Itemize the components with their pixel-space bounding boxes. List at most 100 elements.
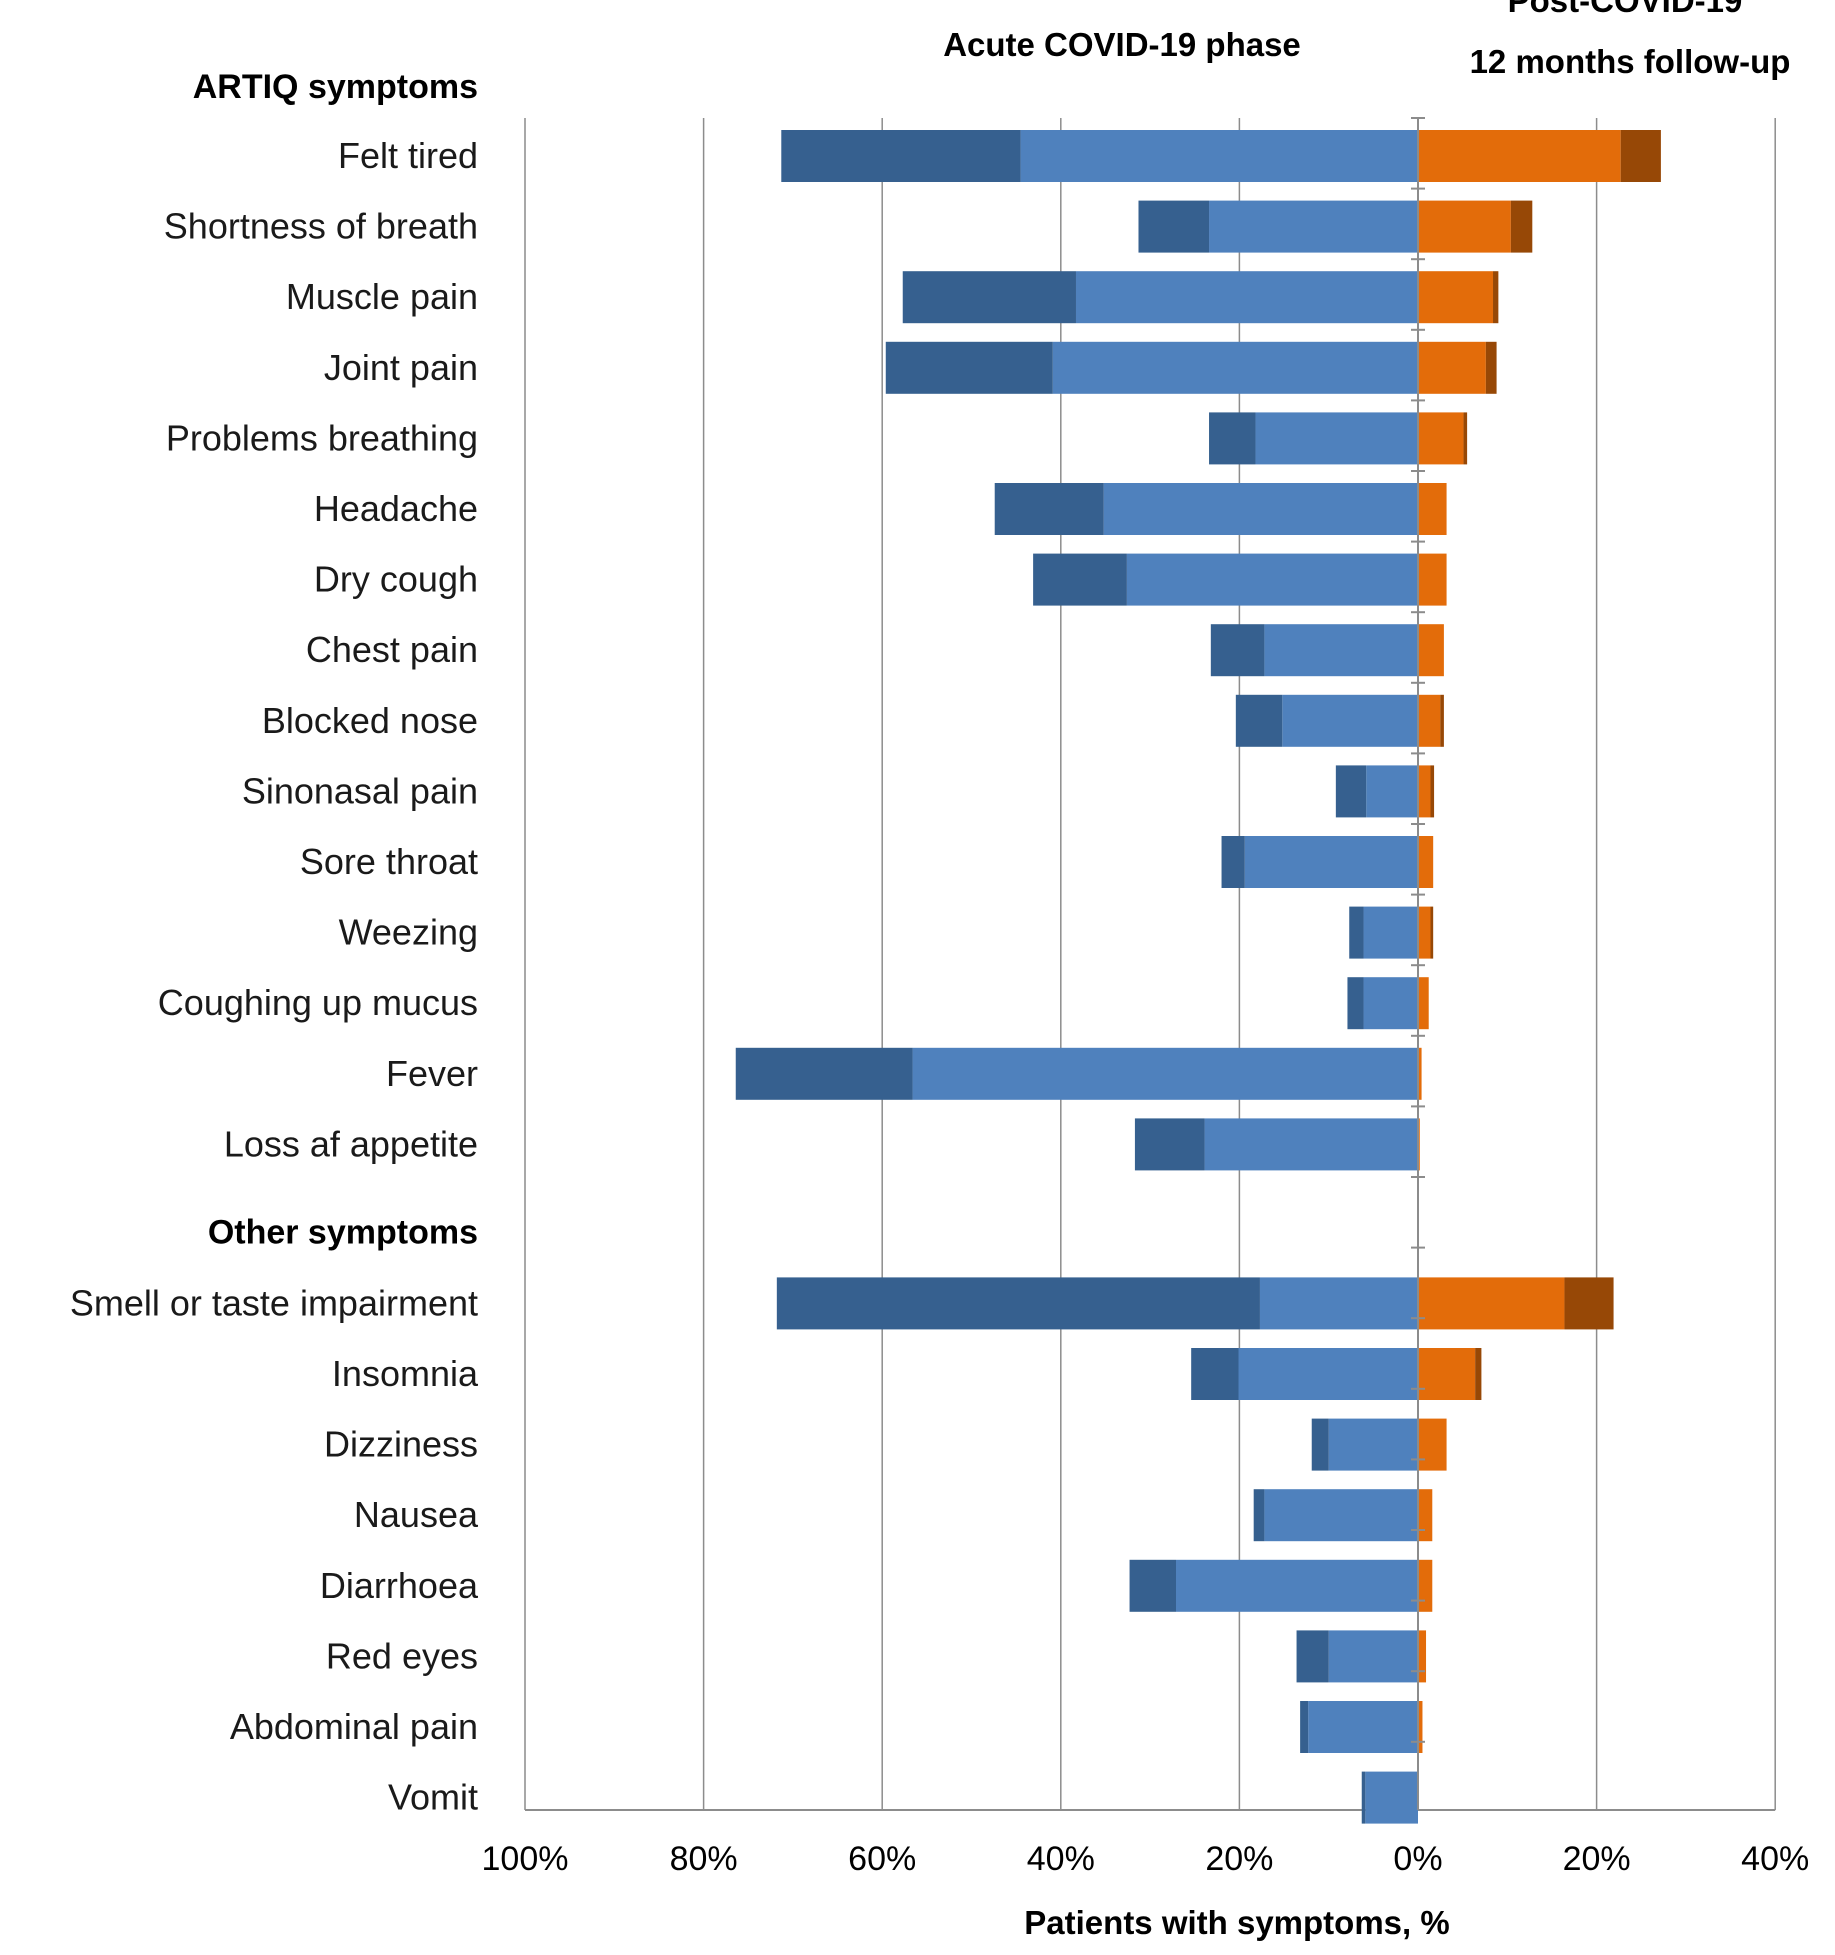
row-label-vomit: Vomit [388,1777,478,1818]
bar-acute-light-felt-tired [1020,130,1418,182]
row-label-dizziness: Dizziness [324,1424,478,1465]
row-label-insomnia: Insomnia [332,1353,479,1394]
bar-post-dark-sinonasal-pain [1430,765,1435,818]
bar-acute-light-sinonasal-pain [1366,765,1418,818]
bar-acute-dark-vomit [1361,1771,1366,1824]
bar-acute-dark-muscle-pain [902,271,1076,324]
header-follow-up: 12 months follow-up [1470,43,1791,80]
bar-post-light-nausea [1418,1489,1433,1542]
bar-post-light-felt-tired [1418,130,1621,182]
bar-acute-light-dizziness [1328,1418,1418,1471]
bar-acute-light-muscle-pain [1075,271,1418,324]
bar-acute-dark-weezing [1349,906,1364,959]
section-label: Other symptoms [208,1213,478,1251]
bar-post-light-chest-pain [1418,624,1444,677]
x-tick-labels: 100% 80% 60% 40% 20% 0% 20% 40% [482,1840,1810,1878]
bar-acute-light-dry-cough [1126,553,1418,606]
bar-post-light-sore-throat [1418,836,1434,888]
row-label-red-eyes: Red eyes [326,1635,478,1676]
bar-acute-dark-joint-pain [885,341,1053,394]
bar-post-dark-blocked-nose [1440,694,1444,747]
bar-post-light-headache [1418,483,1447,535]
row-label-loss-af-appetite: Loss af appetite [224,1123,478,1164]
bar-acute-dark-red-eyes [1296,1630,1329,1683]
row-label-dry-cough: Dry cough [314,559,478,600]
row-label-headache: Headache [314,488,478,529]
bar-post-light-smell-or-taste-impairment [1418,1277,1565,1330]
row-label-problems-breathing: Problems breathing [166,417,478,458]
x-tick-label-0: 100% [482,1840,569,1878]
bar-acute-light-weezing [1363,906,1418,959]
bar-acute-dark-abdominal-pain [1300,1701,1309,1753]
row-label-shortness-of-breath: Shortness of breath [164,206,478,247]
bar-acute-light-shortness-of-breath [1209,200,1418,253]
bar-acute-dark-diarrhoea [1129,1559,1176,1612]
x-tick-label-6: 20% [1563,1840,1631,1878]
bar-post-light-weezing [1418,906,1431,959]
bar-acute-dark-coughing-up-mucus [1347,977,1364,1030]
bar-post-light-red-eyes [1418,1630,1427,1683]
bar-acute-light-loss-af-appetite [1204,1118,1418,1171]
bar-post-light-muscle-pain [1418,271,1494,324]
x-tick-label-3: 40% [1027,1840,1095,1878]
bar-post-dark-smell-or-taste-impairment [1564,1277,1614,1330]
row-label-fever: Fever [386,1053,478,1094]
bar-acute-light-sore-throat [1244,836,1418,888]
bar-acute-light-problems-breathing [1255,412,1418,465]
bar-post-light-problems-breathing [1418,412,1464,465]
bar-acute-dark-smell-or-taste-impairment [776,1277,1260,1330]
bar-acute-light-chest-pain [1264,624,1418,677]
bar-acute-light-joint-pain [1052,341,1418,394]
row-label-sore-throat: Sore throat [300,841,478,882]
bar-post-light-abdominal-pain [1418,1701,1423,1753]
bar-post-dark-weezing [1430,906,1434,959]
row-label-nausea: Nausea [354,1494,479,1535]
row-label-abdominal-pain: Abdominal pain [230,1706,478,1747]
row-label-coughing-up-mucus: Coughing up mucus [158,982,478,1023]
bar-post-light-joint-pain [1418,341,1486,394]
row-label-diarrhoea: Diarrhoea [320,1565,479,1606]
bars [735,130,1661,1824]
bar-post-light-shortness-of-breath [1418,200,1511,253]
bar-post-dark-felt-tired [1620,130,1661,182]
bar-acute-light-headache [1103,483,1418,535]
zero-axis [1411,117,1425,1810]
row-label-smell-or-taste-impairment: Smell or taste impairment [70,1282,478,1323]
bar-post-light-diarrhoea [1418,1559,1433,1612]
section-label: ARTIQ symptoms [193,68,478,106]
bar-acute-dark-sinonasal-pain [1335,765,1367,818]
x-axis-title: Patients with symptoms, % [1024,1904,1449,1941]
bar-acute-light-diarrhoea [1175,1559,1418,1612]
x-tick-label-5: 0% [1393,1840,1442,1878]
row-label-muscle-pain: Muscle pain [286,276,478,317]
header-post-covid: Post-COVID-19 [1508,0,1743,19]
bar-post-dark-insomnia [1475,1348,1482,1400]
bar-acute-light-red-eyes [1328,1630,1418,1683]
bar-acute-dark-felt-tired [781,130,1021,182]
bar-post-dark-shortness-of-breath [1510,200,1533,253]
bar-post-light-insomnia [1418,1348,1476,1400]
bar-acute-light-fever [912,1047,1418,1100]
row-label-blocked-nose: Blocked nose [262,700,478,741]
bar-post-light-coughing-up-mucus [1418,977,1429,1030]
bar-post-dark-joint-pain [1485,341,1497,394]
bar-acute-dark-fever [735,1047,913,1100]
bar-acute-dark-problems-breathing [1209,412,1256,465]
bar-acute-light-blocked-nose [1282,694,1418,747]
row-label-sinonasal-pain: Sinonasal pain [242,770,478,811]
bar-acute-light-insomnia [1238,1348,1418,1400]
row-label-joint-pain: Joint pain [324,347,478,388]
bar-acute-light-nausea [1264,1489,1418,1542]
row-label-felt-tired: Felt tired [338,135,478,176]
row-label-weezing: Weezing [339,912,478,953]
header-acute-phase: Acute COVID-19 phase [943,26,1301,63]
gridlines [524,118,1776,1811]
bar-acute-dark-loss-af-appetite [1134,1118,1205,1171]
bar-acute-light-abdominal-pain [1308,1701,1418,1753]
bar-acute-dark-insomnia [1191,1348,1239,1400]
row-labels: ARTIQ symptoms Felt tired Shortness of bre… [70,68,479,1818]
x-tick-label-4: 20% [1205,1840,1273,1878]
bar-acute-dark-dry-cough [1033,553,1127,606]
bar-post-dark-muscle-pain [1493,271,1499,324]
